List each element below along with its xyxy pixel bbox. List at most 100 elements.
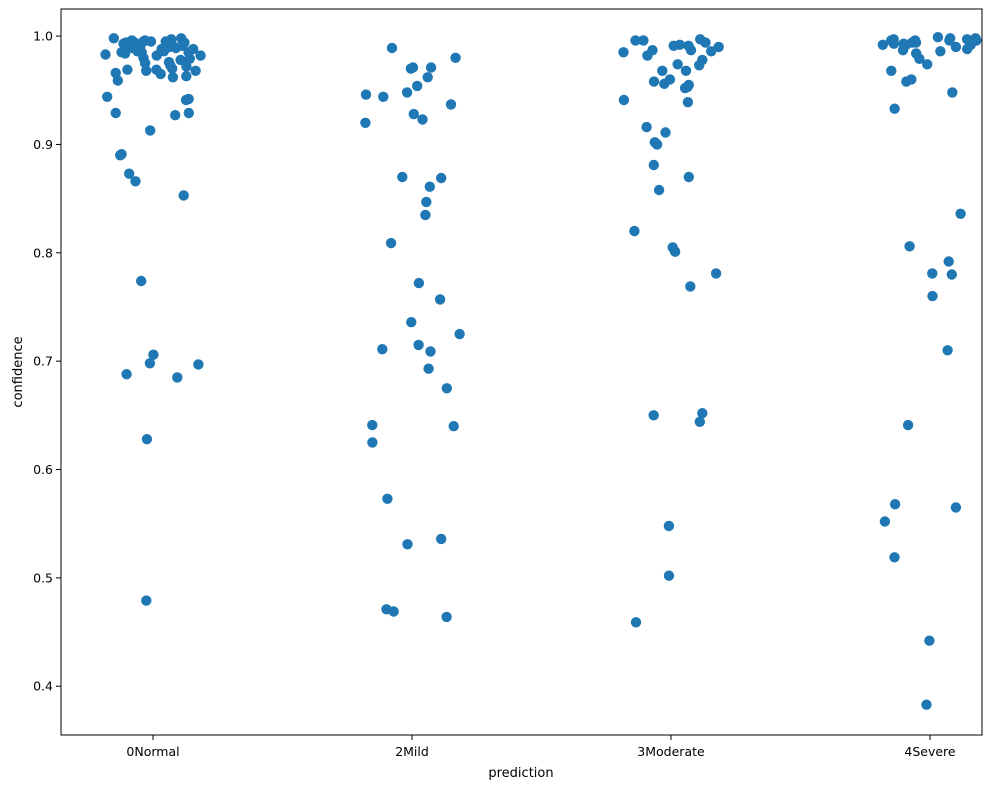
x-tick-label: 0Normal bbox=[126, 744, 179, 759]
data-point bbox=[130, 176, 141, 187]
data-point bbox=[879, 516, 891, 527]
data-point bbox=[630, 35, 641, 46]
data-point bbox=[649, 137, 660, 148]
data-point bbox=[889, 552, 900, 563]
data-point bbox=[683, 171, 694, 183]
data-point bbox=[170, 110, 181, 121]
data-point bbox=[423, 363, 434, 374]
data-point bbox=[961, 34, 973, 45]
data-point bbox=[900, 39, 912, 50]
data-point bbox=[697, 408, 708, 419]
x-tick-label: 3Moderate bbox=[637, 744, 705, 759]
data-point bbox=[405, 63, 417, 74]
y-tick-label: 0.9 bbox=[33, 137, 53, 152]
data-point bbox=[141, 65, 152, 77]
data-point bbox=[664, 74, 676, 85]
data-point bbox=[144, 358, 156, 369]
data-point bbox=[151, 64, 162, 75]
data-point bbox=[420, 209, 431, 221]
data-point bbox=[648, 410, 659, 421]
data-point bbox=[927, 268, 938, 279]
data-point bbox=[706, 46, 717, 57]
data-point bbox=[102, 91, 113, 103]
data-point bbox=[425, 62, 437, 73]
y-tick-label: 0.5 bbox=[33, 570, 53, 585]
data-point bbox=[441, 611, 452, 623]
data-point bbox=[121, 369, 132, 380]
data-point bbox=[638, 35, 649, 46]
data-point bbox=[904, 241, 915, 252]
data-point bbox=[946, 269, 957, 280]
data-point bbox=[922, 59, 933, 70]
data-point bbox=[378, 91, 389, 103]
data-point bbox=[145, 36, 157, 47]
data-point bbox=[682, 81, 693, 93]
data-point bbox=[360, 117, 371, 128]
data-point bbox=[924, 635, 935, 646]
data-point bbox=[694, 60, 705, 71]
data-point bbox=[120, 37, 132, 48]
data-point bbox=[889, 103, 900, 114]
data-point bbox=[653, 184, 665, 196]
data-point bbox=[377, 344, 388, 355]
data-point bbox=[436, 172, 447, 184]
axes-frame bbox=[60, 8, 983, 736]
data-point bbox=[148, 349, 159, 360]
data-point bbox=[921, 699, 932, 710]
data-point bbox=[947, 87, 958, 98]
data-point bbox=[950, 502, 962, 513]
x-tick-label: 4Severe bbox=[904, 744, 956, 759]
data-point bbox=[943, 256, 954, 267]
data-point bbox=[694, 416, 705, 427]
data-point bbox=[710, 268, 722, 279]
x-axis-ticks: 0Normal 2Mild 3Moderate 4Severe bbox=[126, 735, 956, 759]
data-point bbox=[648, 159, 659, 171]
y-tick-label: 0.6 bbox=[33, 462, 53, 477]
data-point bbox=[413, 277, 425, 289]
data-point bbox=[190, 65, 201, 77]
data-point bbox=[425, 346, 436, 357]
data-point bbox=[412, 80, 423, 92]
y-tick-label: 1.0 bbox=[33, 29, 53, 44]
data-point bbox=[642, 50, 653, 61]
data-point bbox=[618, 94, 630, 106]
data-point bbox=[700, 37, 711, 48]
data-point bbox=[141, 595, 152, 606]
y-axis-ticks: 0.4 0.5 0.6 0.7 0.8 0.9 1.0 bbox=[33, 29, 61, 694]
data-point bbox=[402, 539, 413, 550]
data-point bbox=[955, 208, 966, 219]
data-point bbox=[950, 41, 962, 53]
data-point bbox=[176, 40, 188, 51]
data-point bbox=[668, 40, 679, 51]
data-point bbox=[397, 171, 408, 183]
data-point bbox=[935, 46, 946, 57]
data-point bbox=[932, 32, 944, 43]
data-point bbox=[942, 345, 953, 356]
data-point bbox=[685, 281, 696, 292]
data-point bbox=[445, 99, 457, 110]
data-point bbox=[408, 108, 419, 120]
data-point bbox=[454, 328, 465, 340]
data-point bbox=[178, 190, 189, 201]
data-point bbox=[195, 50, 206, 61]
data-point bbox=[100, 49, 111, 60]
data-point bbox=[183, 107, 194, 119]
data-point bbox=[886, 65, 897, 77]
data-point bbox=[417, 114, 428, 125]
data-point bbox=[139, 58, 151, 69]
data-point bbox=[122, 64, 133, 75]
data-point bbox=[629, 225, 640, 237]
data-point bbox=[163, 56, 175, 68]
data-point bbox=[682, 97, 694, 108]
data-point bbox=[136, 275, 147, 287]
data-point bbox=[108, 33, 120, 44]
data-point bbox=[158, 46, 170, 57]
data-point bbox=[667, 242, 678, 253]
data-point bbox=[183, 47, 194, 58]
data-point bbox=[112, 75, 124, 86]
data-point bbox=[421, 196, 432, 208]
data-point bbox=[663, 520, 675, 532]
data-point bbox=[167, 72, 179, 83]
data-point bbox=[172, 372, 183, 383]
